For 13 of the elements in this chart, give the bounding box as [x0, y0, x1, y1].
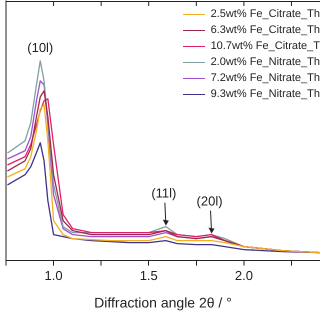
- annotation: (10l): [27, 40, 54, 55]
- legend-label: 2.0wt% Fe_Nitrate_Th: [210, 55, 320, 70]
- legend-label: 7.2wt% Fe_Nitrate_Th: [210, 71, 320, 86]
- x-axis-title: Diffraction angle 2θ / °: [94, 294, 232, 310]
- annotation: (11l): [151, 186, 176, 201]
- x-tick-label: 2.0: [234, 268, 253, 283]
- legend-label: 2.5wt% Fe_Citrate_Th: [210, 7, 320, 22]
- x-tick-label: 1.0: [44, 268, 63, 283]
- legend-label: 9.3wt% Fe_Nitrate_Th: [210, 87, 320, 102]
- x-tick-label: 1.5: [140, 268, 158, 283]
- legend-label: 10.7wt% Fe_Citrate_T: [210, 39, 320, 54]
- annotation: (20l): [196, 194, 223, 209]
- legend-label: 6.3wt% Fe_Citrate_Th: [210, 23, 320, 38]
